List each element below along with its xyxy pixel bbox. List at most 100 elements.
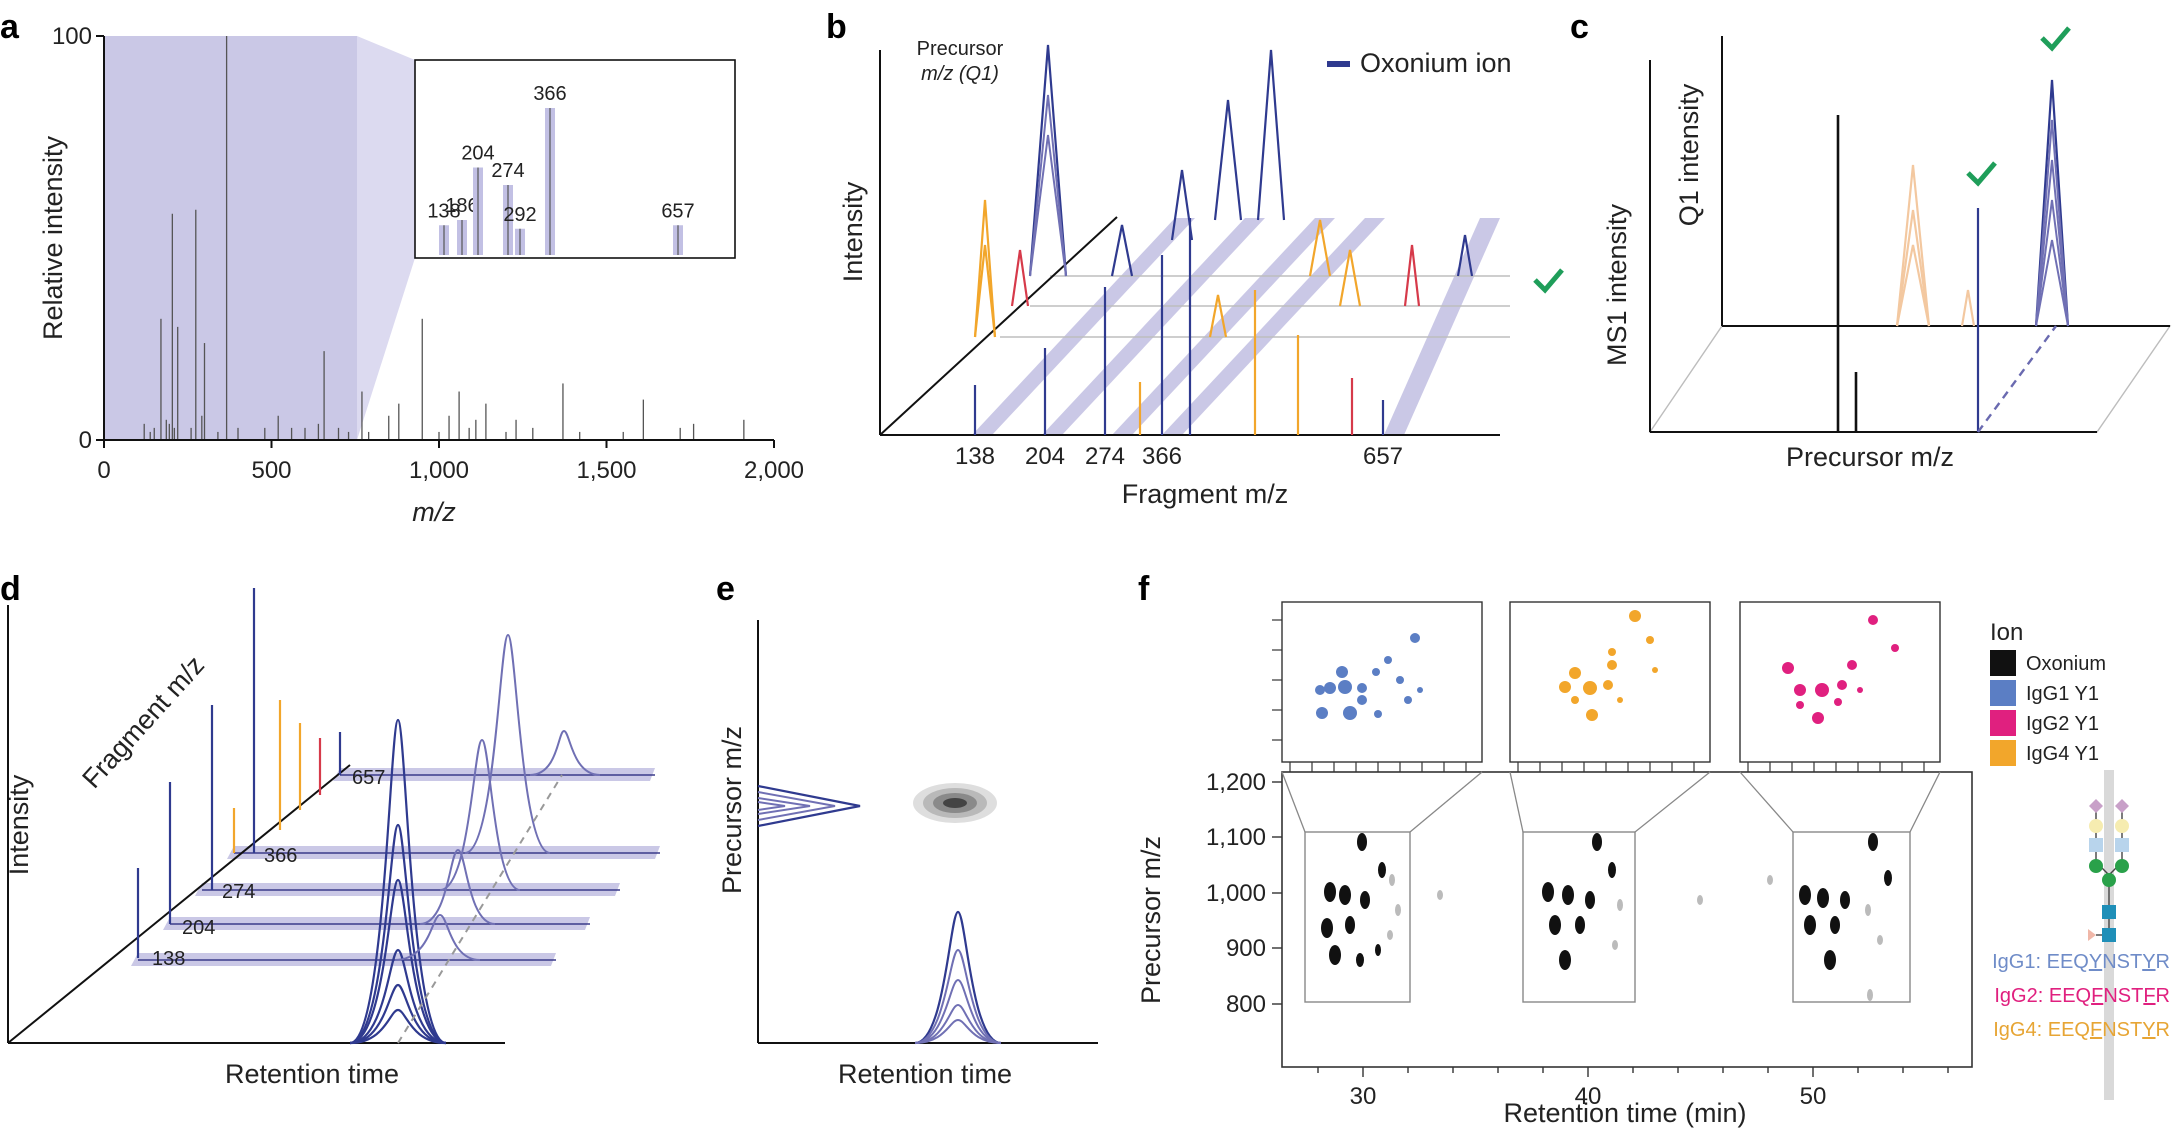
- legend-label: IgG1 Y1: [2026, 683, 2099, 705]
- spectrum-bars: [143, 36, 745, 440]
- legend-swatch: [1990, 710, 2016, 736]
- y-tick-label: 1,200: [1206, 769, 1266, 796]
- chromatograms: [349, 633, 601, 1045]
- x-tick-label: 30: [1350, 1083, 1377, 1110]
- panel-c: c Q1 intensity MS1 intensity Precursor m…: [1570, 8, 2172, 472]
- sticks: [136, 588, 342, 958]
- band-label-204: 204: [182, 917, 215, 939]
- peaks: [973, 44, 1474, 338]
- x-tick-label: 50: [1800, 1083, 1827, 1110]
- panel-d: d Intensity Fragment m/z: [0, 570, 660, 1089]
- inset-bar-label: 292: [503, 204, 536, 226]
- x-tick-label: 1,500: [576, 457, 636, 484]
- x-tick-label: 0: [97, 457, 110, 484]
- x-axis-label: m/z: [412, 497, 456, 527]
- y-tick-label: 800: [1226, 991, 1266, 1018]
- legend-swatch: [1990, 650, 2016, 676]
- y-tick-label: 100: [52, 23, 92, 50]
- heatmap-frame: [1281, 771, 1973, 1068]
- z-axis-label-line2: m/z (Q1): [921, 63, 999, 85]
- sticks: [973, 218, 1385, 435]
- band-label-138: 138: [152, 948, 185, 970]
- x-tick-label: 2,000: [744, 457, 804, 484]
- x-axis-label: Retention time: [838, 1059, 1012, 1089]
- panel-e: e Precursor m/z Retention time: [716, 570, 1098, 1089]
- panel-e-label: e: [716, 570, 735, 608]
- inset-box: [414, 59, 736, 259]
- peptide-sequence: IgG2: EEQFNSTFR: [1994, 985, 2170, 1007]
- inset-bar-label: 274: [491, 160, 524, 182]
- y-axis-label: Precursor m/z: [717, 726, 747, 894]
- x-axis-label: Retention time: [225, 1059, 399, 1089]
- legend-label: Oxonium: [2026, 653, 2106, 675]
- inset-bar-label: 138: [427, 200, 460, 222]
- zoom-funnel: [357, 36, 415, 440]
- y-axis-label: Precursor m/z: [1136, 836, 1166, 1004]
- panel-a: a 0 100 0 500 1,000 1,500 2,000 Relative int…: [0, 8, 804, 527]
- inset-bar-label: 204: [461, 143, 494, 165]
- floor-plane: [1648, 325, 2172, 433]
- precursor-profile: [757, 784, 861, 828]
- panel-a-label: a: [0, 8, 20, 46]
- z-axis-label: Fragment m/z: [76, 650, 210, 794]
- x-tick-label: 204: [1025, 443, 1065, 470]
- x-tick-labels: 138 204 274 366 657: [955, 443, 1403, 470]
- inset-igg4: [1509, 601, 1711, 763]
- y-axis-label: Intensity: [838, 181, 868, 282]
- legend-title: Ion: [1990, 619, 2023, 646]
- precursor-spot: [913, 783, 997, 823]
- x-tick-label: 1,000: [409, 457, 469, 484]
- retention-bands: [131, 768, 660, 966]
- glycan-structure: [2088, 770, 2129, 1100]
- z-axis-label-line1: Precursor: [917, 38, 1004, 60]
- y-axis-label: Relative intensity: [38, 135, 68, 340]
- x-tick-label: 657: [1363, 443, 1403, 470]
- y-tick-label: 1,000: [1206, 880, 1266, 907]
- panel-b-label: b: [826, 8, 847, 46]
- inset-bar-label: 366: [533, 83, 566, 105]
- x-axis-label: Precursor m/z: [1786, 442, 1954, 472]
- legend-label: IgG2 Y1: [2026, 713, 2099, 735]
- band-label-274: 274: [222, 881, 255, 903]
- x-axis-label: Retention time (min): [1503, 1098, 1746, 1128]
- xic-peaks: [914, 910, 1002, 1045]
- ms1-intensity-label: MS1 intensity: [1602, 203, 1632, 366]
- y-tick-label: 0: [79, 427, 92, 454]
- ion-legend: Ion Oxonium IgG1 Y1 IgG2 Y1 IgG4 Y1: [1990, 619, 2106, 766]
- x-tick-label: 138: [955, 443, 995, 470]
- peptide-sequence: IgG1: EEQYNSTYR: [1992, 951, 2170, 973]
- heatmap-spots: [1321, 833, 1892, 1001]
- inset-bar-label: 186: [445, 195, 478, 217]
- panel-c-label: c: [1570, 8, 1589, 46]
- legend-swatch: [1990, 680, 2016, 706]
- x-tick-label: 274: [1085, 443, 1125, 470]
- y-tick-label: 1,100: [1206, 824, 1266, 851]
- inset-igg1: [1281, 601, 1483, 763]
- shaded-range: [104, 36, 357, 440]
- check-icon: [2040, 26, 2071, 52]
- panel-b: b Precursor m/z (Q1) Intensity: [826, 8, 1564, 509]
- x-tick-label: 500: [251, 457, 291, 484]
- x-axis-label: Fragment m/z: [1122, 479, 1289, 509]
- peptide-sequence: IgG4: EEQFNSTYR: [1993, 1019, 2170, 1041]
- panel-d-label: d: [0, 570, 21, 608]
- fragment-bands: [972, 218, 1500, 435]
- z-axis: [879, 216, 1118, 436]
- q1-intensity-label: Q1 intensity: [1674, 83, 1704, 226]
- inset-bar-label: 657: [661, 200, 694, 222]
- x-tick-label: 366: [1142, 443, 1182, 470]
- x-tick-label: 40: [1575, 1083, 1602, 1110]
- band-label-657: 657: [352, 767, 385, 789]
- band-label-366: 366: [264, 845, 297, 867]
- inset-igg2: [1739, 601, 1941, 763]
- legend-swatch: [1990, 740, 2016, 766]
- y-tick-label: 900: [1226, 935, 1266, 962]
- x-ticks: 0 500 1,000 1,500 2,000: [97, 440, 804, 484]
- legend-label: Oxonium ion: [1360, 48, 1512, 78]
- z-axis: [7, 764, 351, 1044]
- check-icon: [1533, 268, 1564, 294]
- legend-label: IgG4 Y1: [2026, 743, 2099, 765]
- panel-f-label: f: [1138, 570, 1150, 608]
